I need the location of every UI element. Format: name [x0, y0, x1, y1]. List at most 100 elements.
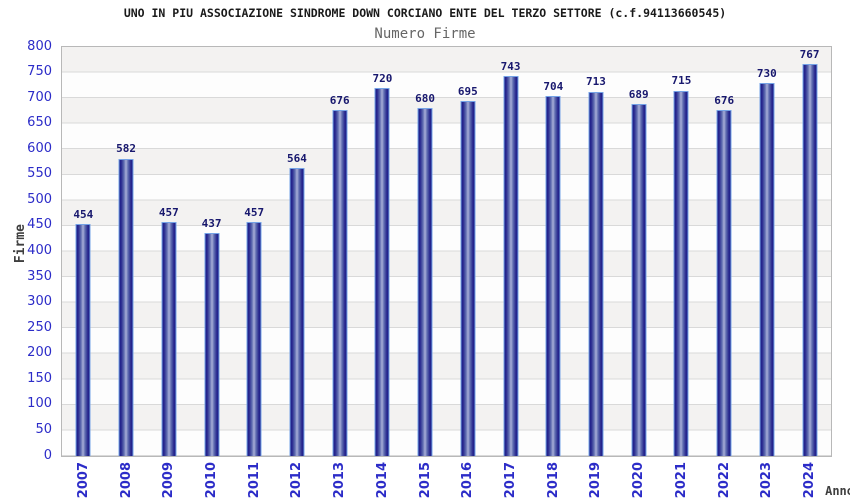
bar-column: 720 — [361, 47, 404, 456]
bar-2023[interactable] — [759, 82, 775, 456]
y-axis-tick-label: 600 — [27, 140, 52, 156]
x-tick-cell: 2009 — [147, 461, 190, 499]
bar-column: 704 — [532, 47, 575, 456]
x-axis-tick-label: 2011 — [246, 461, 262, 499]
y-axis-tick-label: 550 — [27, 166, 52, 182]
x-axis-tick-label: 2022 — [716, 461, 732, 499]
bar-column: 564 — [276, 47, 319, 456]
y-axis-tick-label: 250 — [27, 319, 52, 335]
x-axis-tick-label: 2014 — [374, 461, 390, 499]
bar-2014[interactable] — [374, 87, 390, 456]
bar-2020[interactable] — [631, 103, 647, 456]
x-axis-tick-label: 2020 — [631, 461, 647, 499]
y-axis-tick-label: 150 — [27, 370, 52, 386]
x-tick-cell: 2012 — [276, 461, 319, 499]
bar-column: 457 — [147, 47, 190, 456]
bar-column: 582 — [105, 47, 148, 456]
bar-column: 454 — [62, 47, 105, 456]
x-axis-tick-label: 2007 — [75, 461, 91, 499]
y-axis-tick-label: 300 — [27, 294, 52, 310]
bar-value-label: 564 — [287, 151, 307, 165]
bar-column: 715 — [660, 47, 703, 456]
x-tick-cell: 2013 — [318, 461, 361, 499]
bar-value-label: 730 — [756, 66, 777, 80]
y-axis-tick-label: 800 — [27, 38, 52, 54]
y-axis-tick-label: 750 — [27, 64, 52, 80]
bar-column: 676 — [703, 47, 746, 456]
bar-value-label: 743 — [500, 60, 521, 74]
bar-2016[interactable] — [460, 100, 476, 456]
y-axis-tick-label: 400 — [27, 243, 52, 258]
y-axis-tick-label: 450 — [27, 217, 52, 233]
bar-column: 680 — [404, 47, 447, 456]
x-tick-cell: 2007 — [62, 461, 105, 499]
x-tick-cell: 2022 — [703, 461, 746, 499]
bar-2008[interactable] — [118, 158, 134, 456]
y-axis-title: Firme — [13, 224, 28, 264]
bar-column: 767 — [788, 47, 831, 456]
x-tick-cell: 2017 — [489, 461, 532, 499]
bar-value-label: 582 — [116, 142, 137, 156]
x-axis-tick-label: 2018 — [545, 461, 561, 499]
bar-value-label: 437 — [201, 216, 222, 230]
bar-column: 676 — [318, 47, 361, 456]
bar-2024[interactable] — [802, 63, 818, 456]
y-axis-tick-label: 650 — [27, 115, 52, 131]
bar-2021[interactable] — [673, 90, 689, 456]
bar-column: 743 — [489, 47, 532, 456]
bar-value-label: 457 — [244, 206, 265, 220]
plot-area — [61, 46, 832, 457]
bar-2013[interactable] — [332, 110, 348, 456]
bar-2011[interactable] — [246, 222, 262, 456]
bar-value-label: 680 — [415, 92, 436, 106]
bar-value-label: 767 — [799, 47, 820, 61]
chart-title: UNO IN PIU ASSOCIAZIONE SINDROME DOWN CO… — [123, 6, 727, 20]
x-axis-tick-label: 2017 — [503, 461, 519, 499]
y-axis-tick-label: 0 — [43, 447, 52, 463]
x-axis-tick-label: 2008 — [118, 461, 134, 499]
x-axis-tick-label: 2021 — [673, 461, 689, 499]
bar-value-label: 695 — [457, 84, 478, 98]
x-tick-cell: 2018 — [532, 461, 575, 499]
bar-value-label: 676 — [329, 94, 350, 108]
bar-value-label: 713 — [586, 75, 606, 89]
bar-value-label: 454 — [73, 207, 94, 221]
bar-2012[interactable] — [289, 167, 305, 456]
y-axis-tick-label: 350 — [27, 268, 52, 284]
x-tick-cell: 2020 — [617, 461, 660, 499]
bar-2009[interactable] — [161, 222, 177, 456]
x-tick-cell: 2014 — [361, 461, 404, 499]
y-axis-tick-label: 700 — [27, 89, 52, 105]
bar-2007[interactable] — [75, 223, 91, 456]
x-axis-title: Anno — [825, 484, 850, 498]
y-axis-tick-label: 200 — [27, 345, 52, 361]
bar-2017[interactable] — [503, 76, 519, 456]
x-tick-cell: 2010 — [190, 461, 233, 499]
x-axis-tick-label: 2009 — [161, 461, 177, 499]
bar-2015[interactable] — [417, 108, 433, 456]
bar-value-label: 720 — [372, 71, 393, 85]
x-axis-tick-label: 2012 — [289, 461, 305, 499]
bar-value-label: 704 — [543, 80, 564, 94]
x-tick-cell: 2023 — [746, 461, 789, 499]
bar-2022[interactable] — [716, 110, 732, 456]
x-axis: 2007 2008 2009 2010 2011 2012 2013 2014 2015 2016… — [62, 461, 831, 499]
x-axis-tick-label: 2019 — [588, 461, 604, 499]
x-axis-tick-label: 2024 — [802, 461, 818, 499]
y-axis-tick-label: 50 — [35, 421, 52, 437]
bar-value-label: 689 — [628, 87, 649, 101]
y-axis-tick-label: 500 — [27, 191, 52, 207]
x-tick-cell: 2015 — [404, 461, 447, 499]
bar-2018[interactable] — [545, 96, 561, 456]
bar-column: 457 — [233, 47, 276, 456]
bar-2019[interactable] — [588, 91, 604, 456]
x-tick-cell: 2021 — [660, 461, 703, 499]
x-tick-cell: 2016 — [446, 461, 489, 499]
bar-value-label: 457 — [158, 206, 179, 220]
bar-2010[interactable] — [204, 232, 220, 456]
x-axis-tick-label: 2016 — [460, 461, 476, 499]
bar-column: 713 — [575, 47, 618, 456]
chart-subtitle: Numero Firme — [374, 26, 476, 42]
x-tick-cell: 2011 — [233, 461, 276, 499]
x-axis-tick-label: 2013 — [332, 461, 348, 499]
